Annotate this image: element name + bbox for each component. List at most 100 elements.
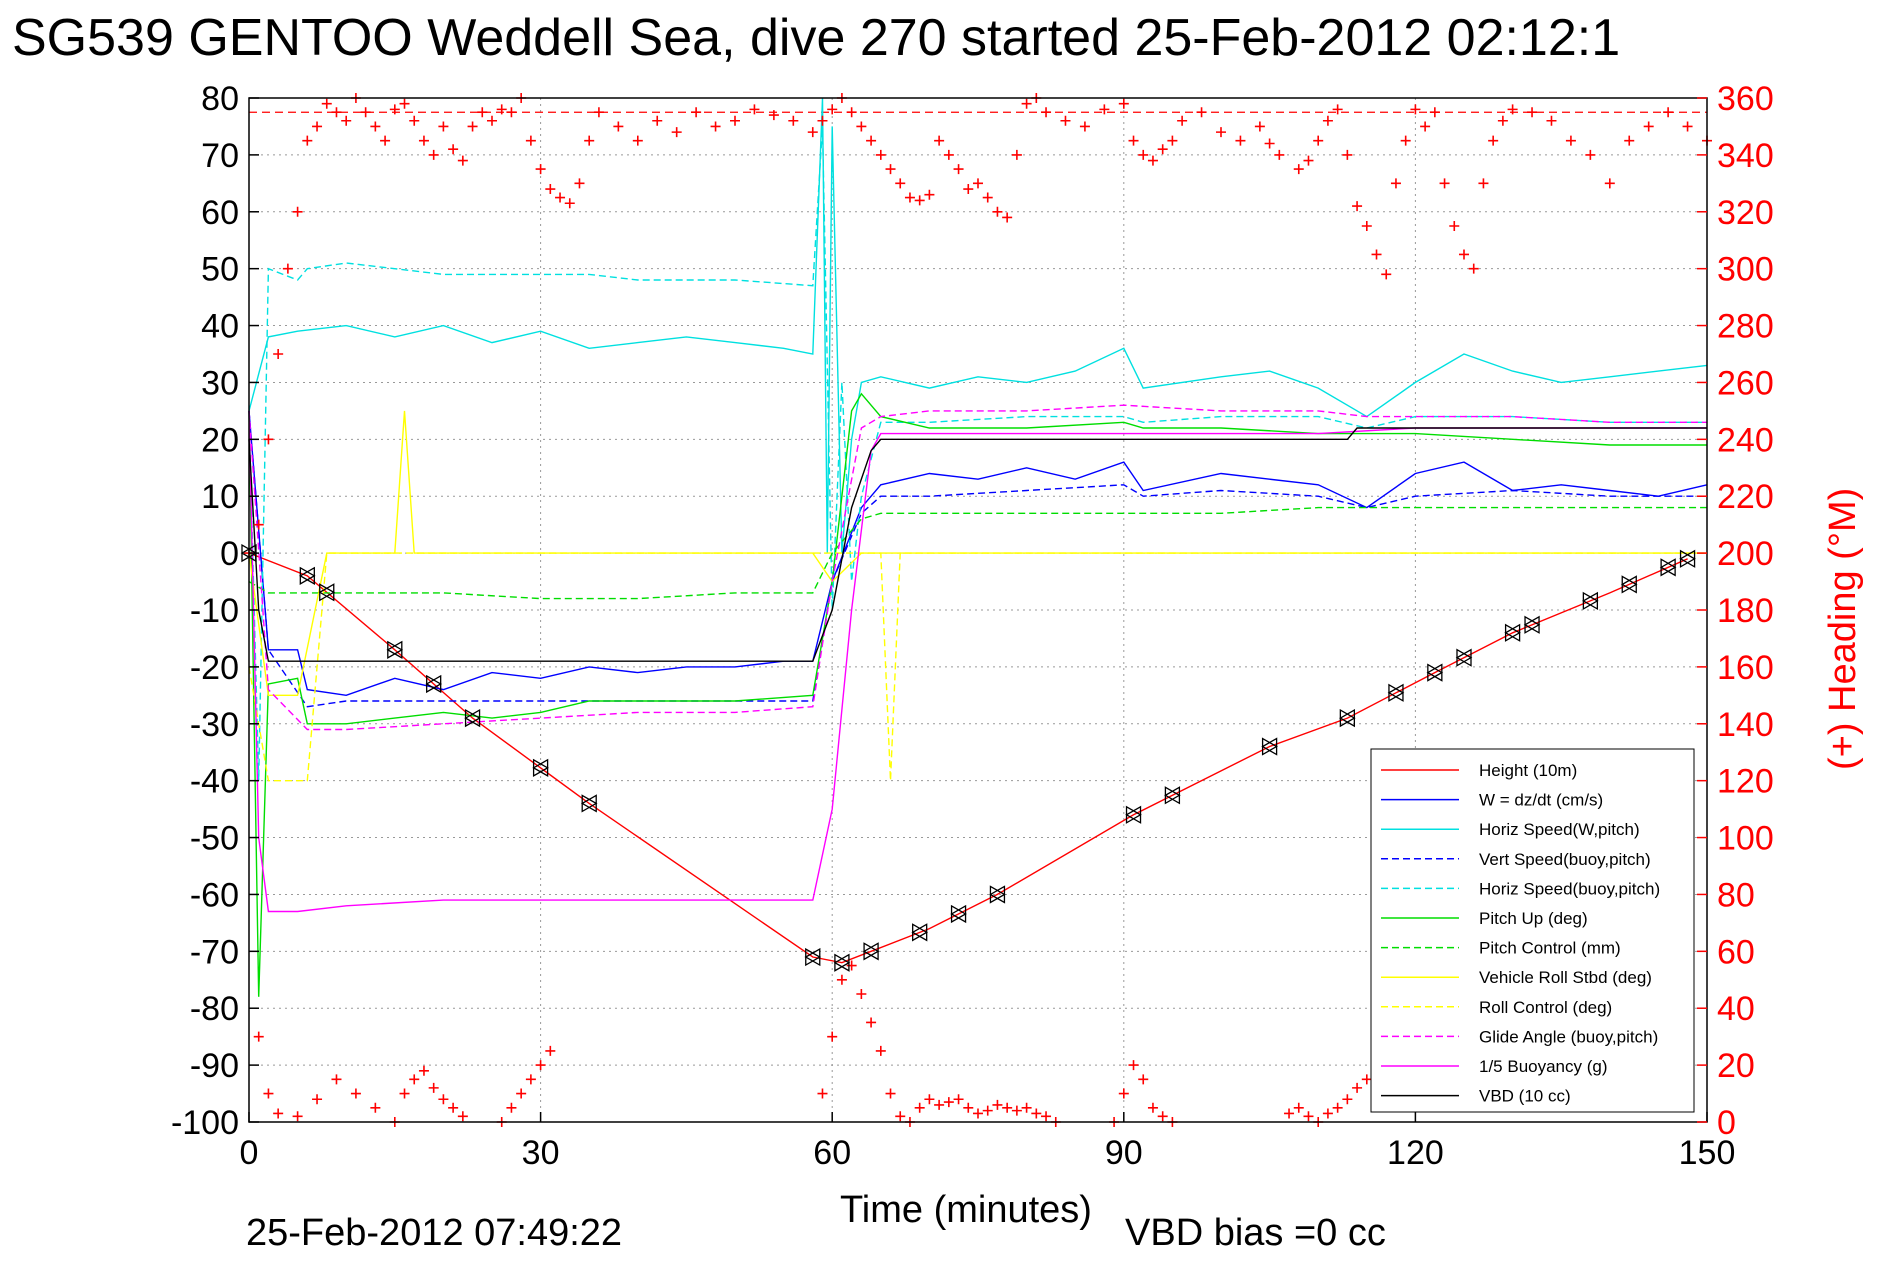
legend-label: Vert Speed(buoy,pitch) <box>1479 850 1651 869</box>
heading-point <box>856 989 867 999</box>
heading-point <box>973 1108 983 1119</box>
heading-point <box>982 1105 993 1116</box>
heading-point <box>312 1094 323 1105</box>
y2-tick-label: 220 <box>1717 478 1774 516</box>
heading-point <box>535 1060 546 1071</box>
x-tick-label: 0 <box>240 1134 259 1172</box>
heading-point <box>1488 135 1499 146</box>
heading-point <box>457 1111 468 1122</box>
heading-point <box>768 110 779 121</box>
heading-point <box>584 135 595 146</box>
heading-point <box>545 1045 556 1056</box>
heading-point <box>1507 104 1518 115</box>
heading-point <box>1478 178 1489 189</box>
dive-marker <box>464 708 481 728</box>
y2-tick-labels: 3603403203002802602402202001801601401201… <box>1697 80 1774 1142</box>
heading-point <box>924 189 935 200</box>
heading-point <box>370 1102 381 1113</box>
x-tick-label: 90 <box>1105 1134 1143 1172</box>
dive-marker <box>318 583 335 602</box>
heading-point <box>555 192 566 203</box>
dive-marker <box>1582 591 1599 611</box>
chart-title: SG539 GENTOO Weddell Sea, dive 270 start… <box>12 9 1620 67</box>
heading-point <box>564 198 575 209</box>
legend-label: Horiz Speed(buoy,pitch) <box>1479 879 1660 898</box>
heading-point <box>341 115 352 126</box>
heading-point <box>924 1094 935 1105</box>
heading-point <box>1002 1102 1013 1113</box>
heading-point <box>1303 1111 1314 1122</box>
heading-point <box>1420 121 1431 132</box>
legend-entry: Vert Speed(buoy,pitch) <box>1381 850 1651 869</box>
dive-marker <box>862 942 879 961</box>
series-horiz-speed-w-pitch-line <box>248 97 1708 554</box>
heading-point <box>438 1094 449 1105</box>
series-heading-points <box>244 93 1712 559</box>
heading-point <box>963 184 974 195</box>
x-tick-label: 30 <box>522 1134 560 1172</box>
heading-point <box>1284 1108 1295 1119</box>
y-tick-label: 80 <box>201 80 239 118</box>
heading-point <box>506 1102 517 1113</box>
legend-entry: Pitch Control (mm) <box>1381 939 1621 958</box>
heading-point <box>1313 135 1324 146</box>
heading-point <box>593 107 604 118</box>
heading-point <box>1293 1102 1304 1113</box>
y2-tick-label: 20 <box>1717 1047 1755 1085</box>
heading-point <box>1361 221 1372 231</box>
heading-point <box>1322 1108 1333 1119</box>
legend-label: Horiz Speed(W,pitch) <box>1479 820 1640 839</box>
dive-marker <box>1659 558 1676 577</box>
heading-point <box>496 104 507 115</box>
heading-point <box>1147 155 1158 166</box>
vbd-bias-label: VBD bias =0 cc <box>1125 1212 1386 1254</box>
y2-tick-label: 100 <box>1717 820 1774 858</box>
heading-point <box>477 107 488 118</box>
heading-point <box>1497 115 1508 126</box>
heading-point <box>1157 144 1168 155</box>
legend-entry: Height (10m) <box>1381 761 1577 780</box>
legend-label: Glide Angle (buoy,pitch) <box>1479 1027 1658 1046</box>
dive-marker <box>804 947 821 967</box>
heading-point <box>545 184 556 195</box>
heading-point <box>671 127 682 138</box>
heading-point <box>973 178 983 189</box>
heading-point <box>1585 149 1596 160</box>
dive-marker <box>299 566 315 585</box>
heading-point <box>1021 1102 1032 1113</box>
heading-point <box>1390 178 1401 189</box>
heading-point <box>448 1102 459 1113</box>
heading-point <box>389 104 400 115</box>
heading-point <box>428 149 439 160</box>
heading-point <box>418 135 429 146</box>
heading-point <box>1546 115 1557 126</box>
heading-point <box>1468 263 1479 274</box>
heading-point <box>1002 212 1013 223</box>
y2-tick-label: 60 <box>1717 933 1755 971</box>
dive-marker <box>386 640 403 659</box>
heading-point <box>1147 1102 1158 1113</box>
heading-point <box>1604 178 1615 189</box>
dive-marker <box>1387 683 1404 702</box>
y2-tick-label: 140 <box>1717 706 1774 744</box>
legend-entry: VBD (10 cc) <box>1381 1087 1571 1106</box>
dive-marker <box>1504 623 1521 642</box>
heading-point <box>807 127 818 138</box>
heading-point <box>457 155 468 166</box>
heading-point <box>1682 121 1693 132</box>
heading-point <box>1371 249 1382 260</box>
heading-point <box>827 1031 838 1042</box>
series-vbd-10-cc-line <box>248 427 1707 662</box>
heading-point <box>632 135 643 146</box>
y2-tick-label: 80 <box>1717 876 1755 914</box>
heading-point <box>1128 135 1139 146</box>
heading-point <box>282 263 293 274</box>
heading-point <box>1177 115 1188 126</box>
heading-point <box>1099 104 1110 115</box>
heading-point <box>943 149 954 160</box>
series-layer <box>244 93 1712 1127</box>
x-tick-labels: 0 30 60 90 120 150 <box>240 1112 1735 1172</box>
heading-point <box>1303 155 1314 166</box>
heading-point <box>1332 104 1343 115</box>
y-tick-label: 40 <box>201 308 239 346</box>
